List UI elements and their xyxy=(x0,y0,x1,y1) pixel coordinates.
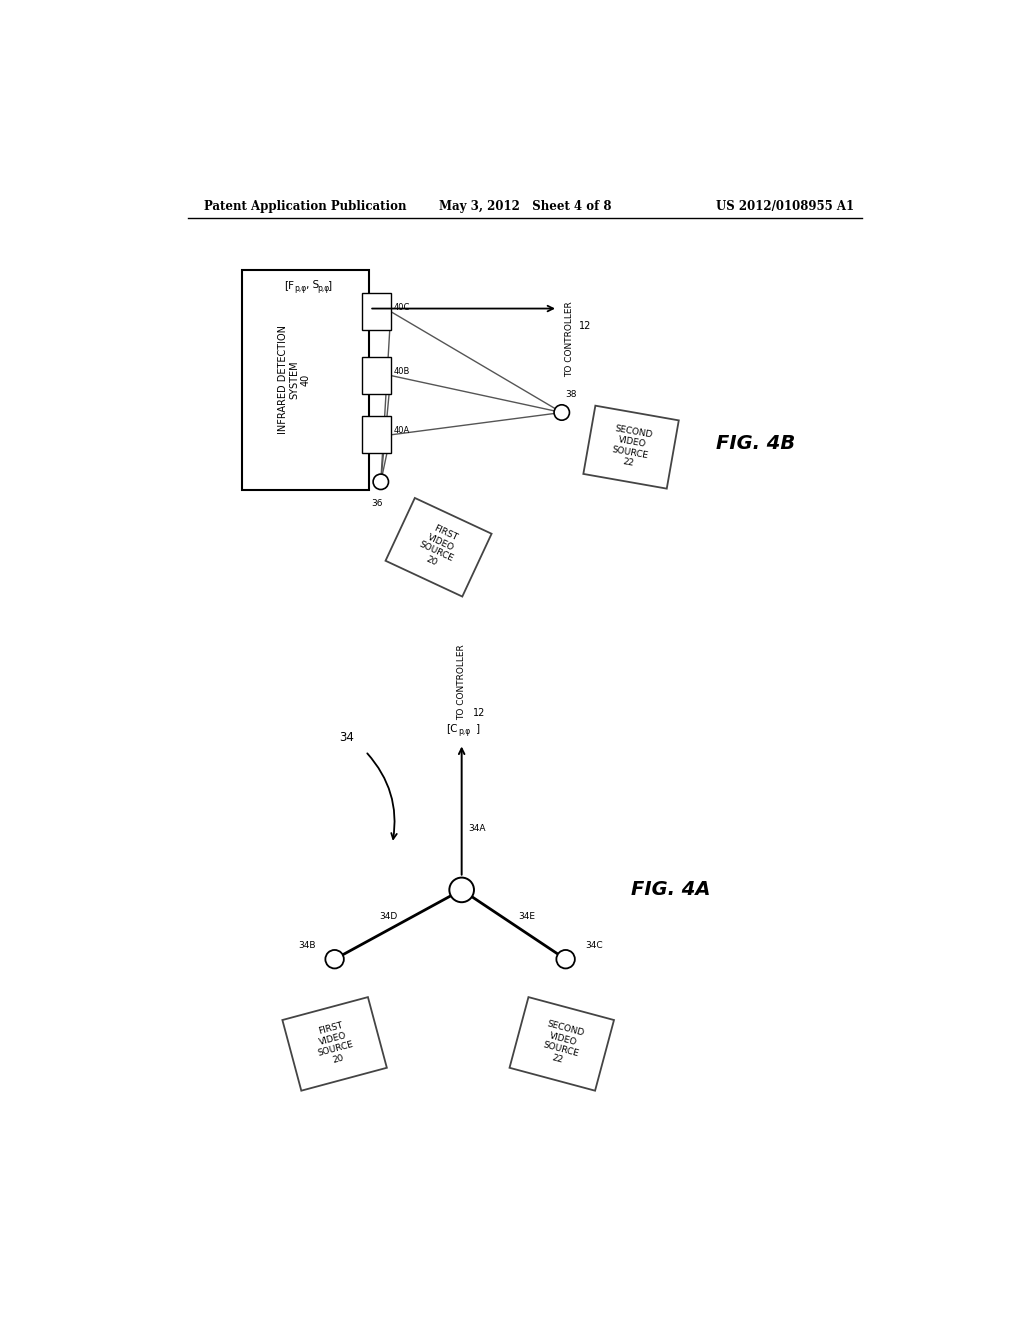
Text: [C: [C xyxy=(446,723,458,733)
Text: FIRST
VIDEO
SOURCE
20: FIRST VIDEO SOURCE 20 xyxy=(414,521,464,573)
Text: ]: ] xyxy=(475,723,479,733)
Text: 34B: 34B xyxy=(298,941,315,950)
Text: [F: [F xyxy=(285,280,295,290)
Circle shape xyxy=(326,950,344,969)
Text: 40B: 40B xyxy=(394,367,411,376)
Text: FIG. 4B: FIG. 4B xyxy=(716,434,795,453)
Circle shape xyxy=(373,474,388,490)
Bar xyxy=(361,416,391,453)
Text: SECOND
VIDEO
SOURCE
22: SECOND VIDEO SOURCE 22 xyxy=(608,424,653,470)
Text: FIG. 4A: FIG. 4A xyxy=(631,880,711,899)
Text: 36: 36 xyxy=(372,499,383,508)
Text: SECOND
VIDEO
SOURCE
22: SECOND VIDEO SOURCE 22 xyxy=(538,1019,586,1068)
Circle shape xyxy=(554,405,569,420)
Text: INFRARED DETECTION
SYSTEM
40: INFRARED DETECTION SYSTEM 40 xyxy=(278,325,311,434)
Circle shape xyxy=(556,950,574,969)
Text: 40A: 40A xyxy=(394,426,411,436)
Polygon shape xyxy=(385,498,492,597)
Text: May 3, 2012   Sheet 4 of 8: May 3, 2012 Sheet 4 of 8 xyxy=(438,199,611,213)
Text: 34C: 34C xyxy=(585,941,602,950)
Bar xyxy=(361,358,391,395)
Text: 40C: 40C xyxy=(394,304,411,313)
Polygon shape xyxy=(584,405,679,488)
Text: ]: ] xyxy=(328,280,332,290)
Polygon shape xyxy=(510,997,614,1090)
Bar xyxy=(243,271,370,490)
Text: FIRST
VIDEO
SOURCE
20: FIRST VIDEO SOURCE 20 xyxy=(311,1020,357,1068)
Text: Patent Application Publication: Patent Application Publication xyxy=(204,199,407,213)
Text: 12: 12 xyxy=(579,321,591,331)
Text: 34: 34 xyxy=(339,731,353,744)
Text: 12: 12 xyxy=(473,708,485,718)
Text: p,φ: p,φ xyxy=(295,284,307,293)
Text: 34E: 34E xyxy=(518,912,536,921)
Text: p,φ: p,φ xyxy=(316,284,329,293)
Text: TO CONTROLLER: TO CONTROLLER xyxy=(457,644,466,721)
Text: p,φ: p,φ xyxy=(458,727,470,735)
Polygon shape xyxy=(283,997,387,1090)
Text: 38: 38 xyxy=(565,389,578,399)
Text: US 2012/0108955 A1: US 2012/0108955 A1 xyxy=(716,199,854,213)
Circle shape xyxy=(450,878,474,903)
Text: TO CONTROLLER: TO CONTROLLER xyxy=(565,301,574,376)
Text: 34A: 34A xyxy=(468,824,485,833)
Bar xyxy=(361,293,391,330)
Text: , S: , S xyxy=(306,280,319,290)
Text: 34D: 34D xyxy=(379,912,397,921)
